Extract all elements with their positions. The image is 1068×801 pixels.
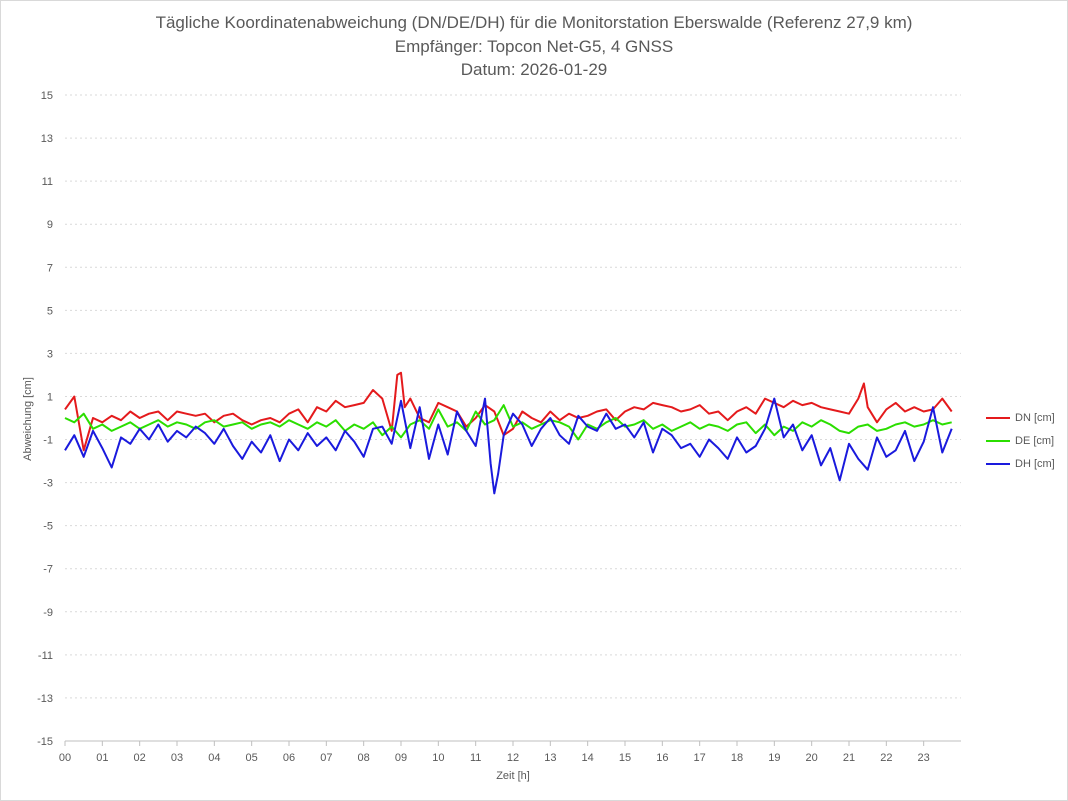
x-tick-label: 05 [246,752,258,764]
x-tick-label: 10 [432,752,444,764]
y-tick-label: 11 [42,176,53,188]
x-tick-label: 21 [843,752,855,764]
x-tick-label: 12 [507,752,519,764]
chart-title-line-1: Tägliche Koordinatenabweichung (DN/DE/DH… [155,13,913,32]
x-tick-label: 02 [134,752,146,764]
y-tick-label: 1 [47,391,53,403]
x-tick-label: 14 [582,752,594,764]
y-tick-label: -7 [43,564,53,576]
y-tick-label: -11 [38,650,53,662]
x-tick-label: 11 [470,752,481,764]
y-tick-label: 3 [47,348,53,360]
y-tick-label: 15 [41,90,53,102]
legend-label: DE [cm] [1015,435,1055,447]
x-tick-label: 15 [619,752,631,764]
legend-label: DH [cm] [1015,458,1055,470]
series-line-1 [64,371,953,452]
x-tick-label: 08 [358,752,370,764]
y-tick-label: -5 [43,521,53,533]
x-tick-label: 22 [880,752,892,764]
x-tick-label: 13 [544,752,556,764]
x-axis-title: Zeit [h] [496,770,530,782]
y-tick-label: -15 [37,736,53,748]
y-tick-label: -1 [43,435,53,447]
x-tick-label: 07 [320,752,332,764]
x-tick-label: 00 [59,752,71,764]
x-tick-label: 17 [694,752,706,764]
y-tick-label: 5 [47,305,53,317]
series-line-2 [64,404,952,441]
grid-layer [64,94,961,746]
x-tick-label: 03 [171,752,183,764]
y-tick-label: -13 [37,693,53,705]
legend-swatch [986,440,1010,442]
y-tick-label: 9 [47,219,53,231]
legend-swatch [986,463,1010,465]
x-tick-label: 23 [918,752,930,764]
x-tick-label: 09 [395,752,407,764]
x-tick-label: 18 [731,752,743,764]
y-tick-label: -9 [43,607,53,619]
series-line-3 [64,397,953,495]
x-tick-label: 19 [768,752,780,764]
x-tick-label: 20 [806,752,818,764]
chart-title-line-3: Datum: 2026-01-29 [460,60,608,79]
x-tick-label: 06 [283,752,295,764]
x-tick-label: 01 [96,752,108,764]
y-tick-labels: 15 13 11 9 7 5 3 1 -1 -3 -5 -7 -9 -11 -13 -15 [37,90,53,748]
y-axis-title: Abweichung [cm] [22,377,34,461]
chart-title-line-2: Empfänger: Topcon Net-G5, 4 GNSS [394,37,674,56]
series-layer [64,371,953,495]
y-tick-label: -3 [43,478,53,490]
x-tick-label: 04 [208,752,220,764]
y-tick-label: 13 [41,133,53,145]
x-tick-label: 16 [656,752,668,764]
legend-swatch [986,417,1010,419]
legend-label: DN [cm] [1015,412,1055,424]
y-tick-label: 7 [47,262,53,274]
x-tick-labels: 00 01 02 03 04 05 06 07 08 09 10 11 12 13 14 15 16 17 18 19… [59,752,930,764]
